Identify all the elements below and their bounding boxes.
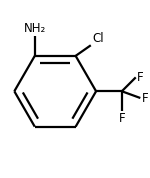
Text: F: F [118,112,125,125]
Text: NH₂: NH₂ [24,22,46,35]
Text: Cl: Cl [92,32,104,44]
Text: F: F [137,71,144,84]
Text: F: F [142,91,148,104]
